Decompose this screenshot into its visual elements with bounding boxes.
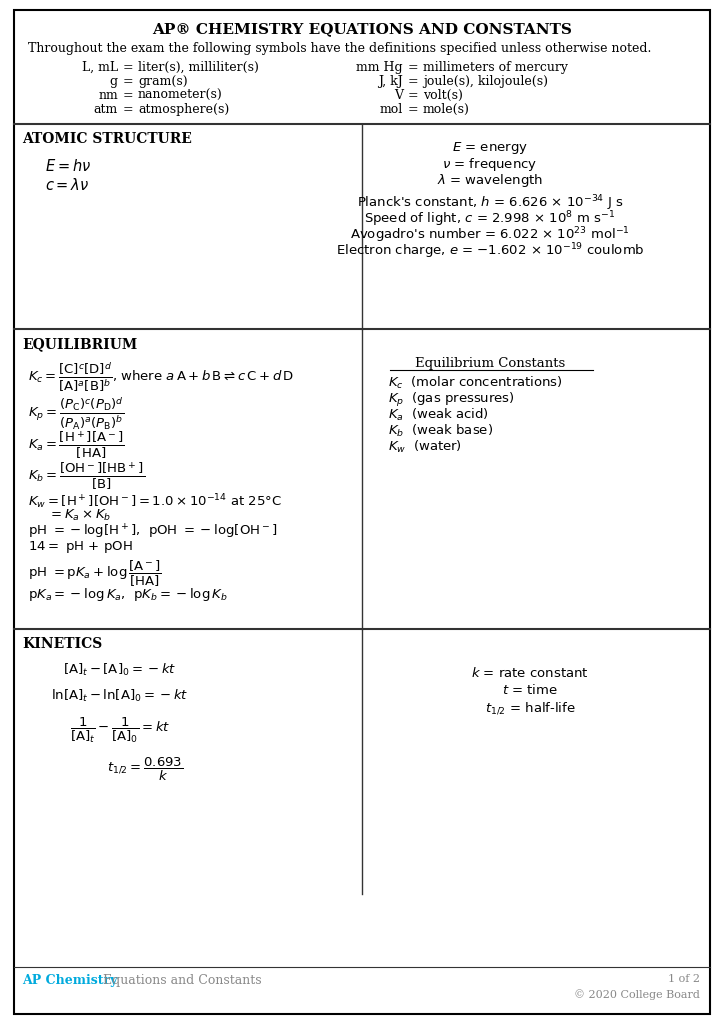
Text: $K_w = [\mathrm{H}^+][\mathrm{OH}^-] = 1.0 \times 10^{-14}$ at 25°C: $K_w = [\mathrm{H}^+][\mathrm{OH}^-] = 1… (28, 492, 282, 511)
Text: $K_c$  (molar concentrations): $K_c$ (molar concentrations) (388, 375, 563, 391)
Text: $K_c = \dfrac{[\mathrm{C}]^c[\mathrm{D}]^d}{[\mathrm{A}]^a[\mathrm{B}]^b}$, wher: $K_c = \dfrac{[\mathrm{C}]^c[\mathrm{D}]… (28, 360, 294, 394)
Text: nanometer(s): nanometer(s) (138, 89, 223, 102)
Text: $\lambda$ = wavelength: $\lambda$ = wavelength (437, 172, 543, 189)
Text: atmosphere(s): atmosphere(s) (138, 103, 230, 116)
Text: g: g (110, 75, 118, 88)
Text: $K_w$  (water): $K_w$ (water) (388, 439, 462, 455)
Text: pH $= -\log[\mathrm{H}^+]$,  pOH $= -\log[\mathrm{OH}^-]$: pH $= -\log[\mathrm{H}^+]$, pOH $= -\log… (28, 523, 277, 542)
Text: KINETICS: KINETICS (22, 637, 102, 651)
Text: AP® CHEMISTRY EQUATIONS AND CONSTANTS: AP® CHEMISTRY EQUATIONS AND CONSTANTS (152, 22, 572, 36)
Text: $[\mathrm{A}]_t - [\mathrm{A}]_0 = -kt$: $[\mathrm{A}]_t - [\mathrm{A}]_0 = -kt$ (63, 662, 177, 678)
Text: millimeters of mercury: millimeters of mercury (423, 61, 568, 74)
Text: $E$ = energy: $E$ = energy (452, 140, 528, 156)
Text: $14 =$ pH $+$ pOH: $14 =$ pH $+$ pOH (28, 539, 132, 555)
Text: $\ln[\mathrm{A}]_t - \ln[\mathrm{A}]_0 = -kt$: $\ln[\mathrm{A}]_t - \ln[\mathrm{A}]_0 =… (51, 688, 189, 705)
Text: Avogadro's number = 6.022 $\times$ 10$^{23}$ mol$^{-1}$: Avogadro's number = 6.022 $\times$ 10$^{… (350, 225, 630, 245)
Text: nm: nm (98, 89, 118, 102)
Text: ATOMIC STRUCTURE: ATOMIC STRUCTURE (22, 132, 192, 146)
Text: =: = (408, 89, 418, 102)
Text: EQUILIBRIUM: EQUILIBRIUM (22, 337, 138, 351)
Text: L, mL: L, mL (82, 61, 118, 74)
Text: =: = (408, 103, 418, 116)
Text: =: = (408, 61, 418, 74)
Text: mol: mol (380, 103, 403, 116)
Text: $\nu$ = frequency: $\nu$ = frequency (442, 156, 538, 173)
Text: mm Hg: mm Hg (356, 61, 403, 74)
Text: pH $= \mathrm{p}K_a + \log\dfrac{[\mathrm{A}^-]}{[\mathrm{HA}]}$: pH $= \mathrm{p}K_a + \log\dfrac{[\mathr… (28, 559, 162, 589)
Text: $k$ = rate constant: $k$ = rate constant (471, 666, 589, 680)
Text: Throughout the exam the following symbols have the definitions specified unless : Throughout the exam the following symbol… (28, 42, 652, 55)
Text: =: = (123, 89, 134, 102)
Text: Electron charge, $e$ = $-$1.602 $\times$ 10$^{-19}$ coulomb: Electron charge, $e$ = $-$1.602 $\times$… (336, 241, 644, 260)
Text: Equations and Constants: Equations and Constants (103, 974, 261, 987)
Text: joule(s), kilojoule(s): joule(s), kilojoule(s) (423, 75, 548, 88)
Text: =: = (123, 103, 134, 116)
Text: mole(s): mole(s) (423, 103, 470, 116)
Text: AP Chemistry: AP Chemistry (22, 974, 117, 987)
Text: $K_a = \dfrac{[\mathrm{H}^+][\mathrm{A}^-]}{[\mathrm{HA}]}$: $K_a = \dfrac{[\mathrm{H}^+][\mathrm{A}^… (28, 430, 125, 462)
Text: $t$ = time: $t$ = time (502, 683, 558, 697)
Text: atm: atm (93, 103, 118, 116)
Text: $K_b = \dfrac{[\mathrm{OH}^-][\mathrm{HB}^+]}{[\mathrm{B}]}$: $K_b = \dfrac{[\mathrm{OH}^-][\mathrm{HB… (28, 461, 145, 493)
Text: $t_{1/2}$ = half-life: $t_{1/2}$ = half-life (484, 700, 576, 716)
Text: J, kJ: J, kJ (378, 75, 403, 88)
Text: =: = (408, 75, 418, 88)
Text: Planck's constant, $h$ = 6.626 $\times$ 10$^{-34}$ J s: Planck's constant, $h$ = 6.626 $\times$ … (357, 193, 623, 213)
Text: $K_p$  (gas pressures): $K_p$ (gas pressures) (388, 391, 515, 409)
Text: $K_b$  (weak base): $K_b$ (weak base) (388, 423, 493, 439)
Text: Speed of light, $c$ = 2.998 $\times$ 10$^{8}$ m s$^{-1}$: Speed of light, $c$ = 2.998 $\times$ 10$… (364, 209, 615, 228)
Text: =: = (123, 61, 134, 74)
Text: $t_{1/2} = \dfrac{0.693}{k}$: $t_{1/2} = \dfrac{0.693}{k}$ (107, 756, 183, 783)
Text: $= K_a \times K_b$: $= K_a \times K_b$ (48, 508, 111, 523)
Text: $c = \lambda\nu$: $c = \lambda\nu$ (45, 177, 90, 193)
Text: $K_a$  (weak acid): $K_a$ (weak acid) (388, 407, 489, 423)
Text: © 2020 College Board: © 2020 College Board (574, 989, 700, 999)
Text: $\dfrac{1}{[\mathrm{A}]_t} - \dfrac{1}{[\mathrm{A}]_0} = kt$: $\dfrac{1}{[\mathrm{A}]_t} - \dfrac{1}{[… (70, 716, 170, 745)
Text: volt(s): volt(s) (423, 89, 463, 102)
Text: gram(s): gram(s) (138, 75, 188, 88)
Text: $\mathrm{p}K_a = -\log K_a$,  $\mathrm{p}K_b = -\log K_b$: $\mathrm{p}K_a = -\log K_a$, $\mathrm{p}… (28, 586, 228, 603)
Text: liter(s), milliliter(s): liter(s), milliliter(s) (138, 61, 259, 74)
Text: Equilibrium Constants: Equilibrium Constants (415, 357, 565, 370)
Text: V: V (394, 89, 403, 102)
Text: $E = h\nu$: $E = h\nu$ (45, 158, 91, 174)
Text: 1 of 2: 1 of 2 (668, 974, 700, 984)
FancyBboxPatch shape (14, 10, 710, 1014)
Text: =: = (123, 75, 134, 88)
Text: $K_p = \dfrac{(P_{\mathrm{C}})^c(P_{\mathrm{D}})^d}{(P_{\mathrm{A}})^a(P_{\mathr: $K_p = \dfrac{(P_{\mathrm{C}})^c(P_{\mat… (28, 396, 124, 432)
